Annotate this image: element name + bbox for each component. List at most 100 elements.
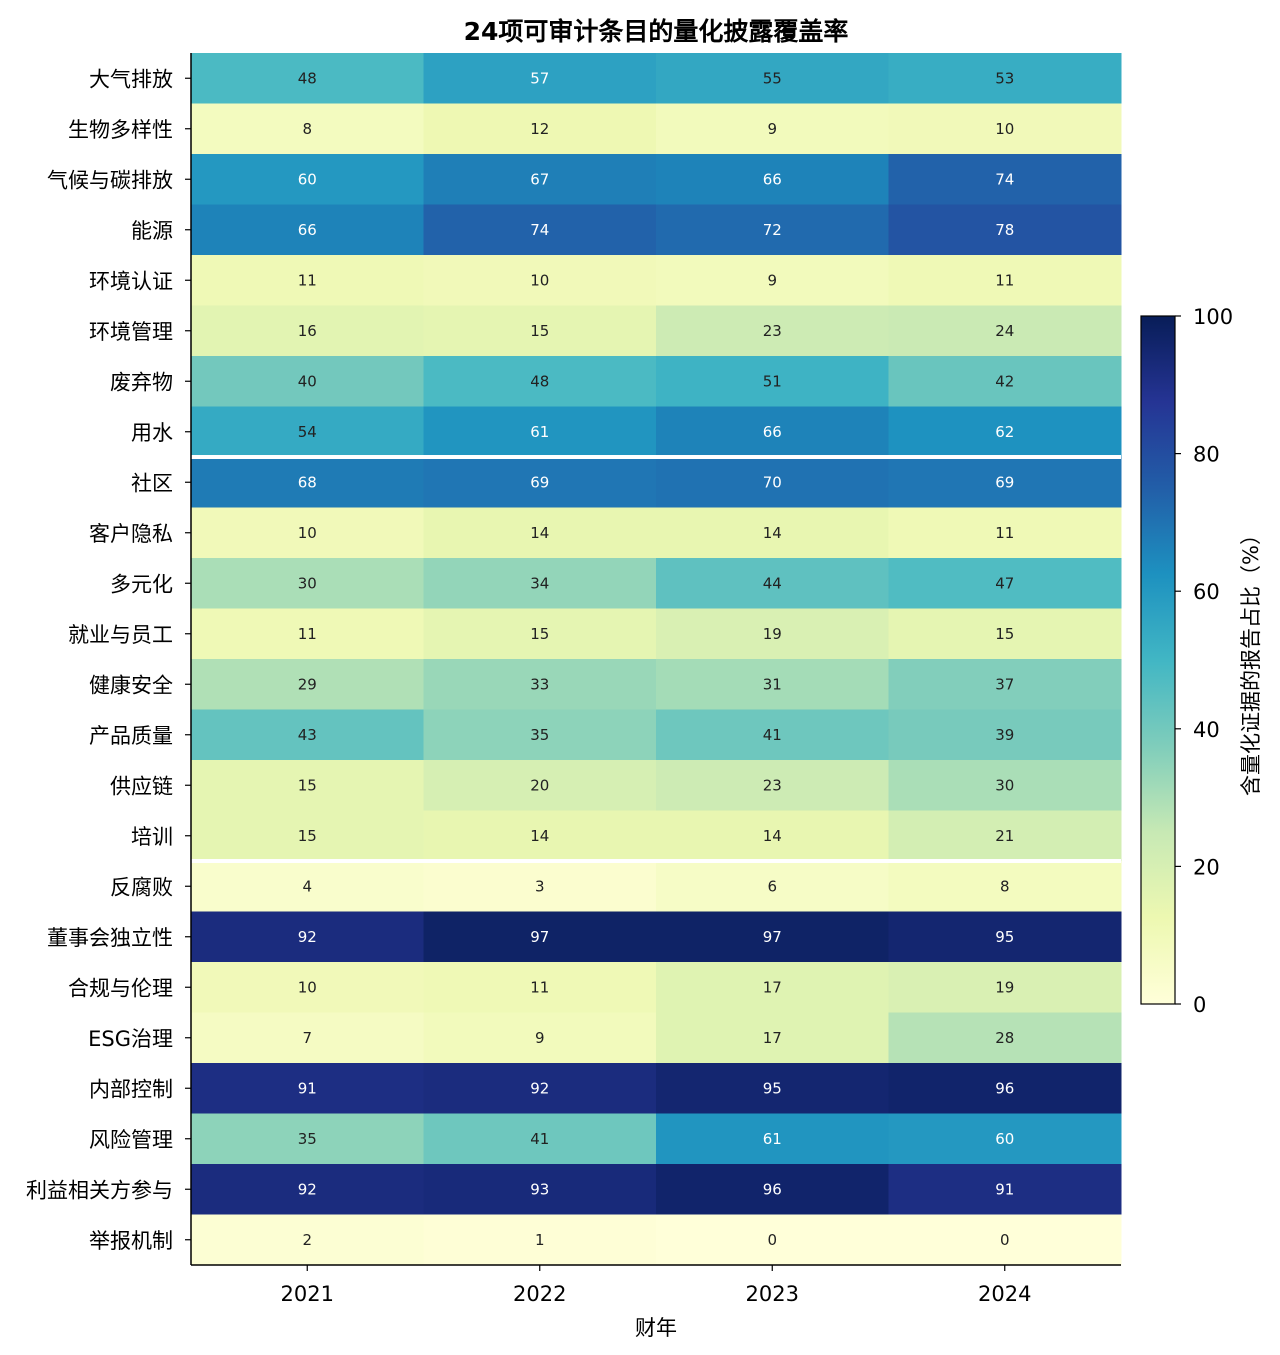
- heatmap-cell: [656, 103, 889, 155]
- cell-value-label: 14: [530, 524, 549, 542]
- cell-value-label: 66: [763, 170, 782, 188]
- cell-value-label: 9: [535, 1029, 545, 1047]
- cell-value-label: 78: [995, 221, 1014, 239]
- heatmap-cell: [888, 608, 1122, 660]
- cell-value-label: 95: [995, 928, 1014, 946]
- heatmap-cell: [656, 760, 889, 811]
- heatmap-cell: [423, 962, 657, 1013]
- heatmap-cell: [423, 1012, 657, 1064]
- cell-value-label: 92: [298, 1180, 317, 1198]
- heatmap-cell: [888, 861, 1122, 912]
- cell-value-label: 14: [763, 827, 782, 845]
- cell-value-label: 7: [302, 1029, 312, 1047]
- row-label: 内部控制: [89, 1077, 173, 1101]
- cell-value-label: 95: [763, 1079, 782, 1097]
- heatmap-cell: [191, 1164, 424, 1215]
- cell-value-label: 35: [298, 1130, 317, 1148]
- row-label: 环境管理: [89, 320, 173, 344]
- cell-value-label: 92: [298, 928, 317, 946]
- cell-value-label: 35: [530, 726, 549, 744]
- heatmap-cell: [191, 406, 424, 458]
- row-label: 培训: [131, 825, 173, 849]
- cell-value-label: 21: [995, 827, 1014, 845]
- heatmap-cell: [656, 305, 889, 357]
- row-label: 客户隐私: [89, 522, 173, 546]
- row-label: 产品质量: [89, 724, 173, 748]
- cell-value-label: 39: [995, 726, 1014, 744]
- heatmap-cell: [423, 1063, 657, 1114]
- heatmap-cell: [888, 760, 1122, 811]
- cell-value-label: 15: [530, 625, 549, 643]
- cell-value-label: 10: [298, 524, 317, 542]
- cell-value-label: 40: [298, 372, 317, 390]
- heatmap-cell: [656, 204, 889, 256]
- heatmap-cell: [656, 507, 889, 559]
- colorbar-gradient: [1140, 315, 1176, 1005]
- cell-value-label: 60: [298, 170, 317, 188]
- heatmap-cell: [656, 1214, 889, 1266]
- heatmap-cell: [888, 154, 1122, 205]
- heatmap-cell: [656, 53, 889, 104]
- heatmap-cell: [656, 558, 889, 609]
- cell-value-label: 54: [298, 423, 317, 441]
- row-label: 大气排放: [89, 67, 173, 91]
- row-label: 生物多样性: [68, 118, 173, 142]
- cell-value-label: 11: [995, 271, 1014, 289]
- cell-value-label: 48: [530, 372, 549, 390]
- cell-value-label: 60: [995, 1130, 1014, 1148]
- heatmap-cell: [191, 154, 424, 205]
- heatmap-cell: [656, 154, 889, 205]
- heatmap-cell: [656, 1012, 889, 1064]
- row-label: 社区: [131, 471, 173, 495]
- cell-value-label: 42: [995, 372, 1014, 390]
- row-label: 利益相关方参与: [26, 1178, 173, 1202]
- cell-value-label: 15: [298, 827, 317, 845]
- cell-value-label: 0: [767, 1231, 777, 1249]
- heatmap-cell: [423, 1214, 657, 1266]
- cell-value-label: 29: [298, 675, 317, 693]
- heatmap-cell: [656, 709, 889, 761]
- cell-value-label: 74: [530, 221, 549, 239]
- cell-value-label: 1: [535, 1231, 545, 1249]
- heatmap-cell: [191, 558, 424, 609]
- heatmap-cell: [191, 760, 424, 811]
- colorbar-tick-label: 40: [1193, 718, 1220, 742]
- heatmap-cell: [191, 507, 424, 559]
- cell-value-label: 9: [767, 271, 777, 289]
- cell-value-label: 3: [535, 877, 545, 895]
- row-label: 风险管理: [89, 1128, 173, 1152]
- heatmap-cell: [888, 911, 1122, 963]
- cell-value-label: 0: [1000, 1231, 1010, 1249]
- heatmap-cell: [888, 457, 1122, 508]
- heatmap-cell: [423, 861, 657, 912]
- heatmap-cell: [888, 1063, 1122, 1114]
- cell-value-label: 47: [995, 574, 1014, 592]
- heatmap-cell: [656, 1164, 889, 1215]
- cell-value-label: 37: [995, 675, 1014, 693]
- heatmap-cell: [191, 861, 424, 912]
- heatmap-cell: [888, 810, 1122, 862]
- heatmap-cell: [191, 53, 424, 104]
- heatmap-cell: [656, 457, 889, 508]
- heatmap-cell: [423, 154, 657, 205]
- cell-value-label: 72: [763, 221, 782, 239]
- heatmap-cell: [888, 962, 1122, 1013]
- x-tick-label: 2023: [746, 1282, 799, 1306]
- heatmap-cell: [191, 255, 424, 306]
- row-label: ESG治理: [88, 1027, 173, 1051]
- cell-value-label: 19: [763, 625, 782, 643]
- heatmap-cell: [191, 457, 424, 508]
- cell-value-label: 10: [530, 271, 549, 289]
- cell-value-label: 41: [530, 1130, 549, 1148]
- cell-value-label: 11: [298, 625, 317, 643]
- heatmap-cell: [423, 1113, 657, 1165]
- heatmap-cell: [888, 356, 1122, 407]
- cell-value-label: 14: [763, 524, 782, 542]
- cell-value-label: 16: [298, 322, 317, 340]
- cell-value-label: 33: [530, 675, 549, 693]
- cell-value-label: 96: [995, 1079, 1014, 1097]
- heatmap-cell: [888, 1012, 1122, 1064]
- row-label: 供应链: [110, 774, 173, 798]
- heatmap-cell: [656, 356, 889, 407]
